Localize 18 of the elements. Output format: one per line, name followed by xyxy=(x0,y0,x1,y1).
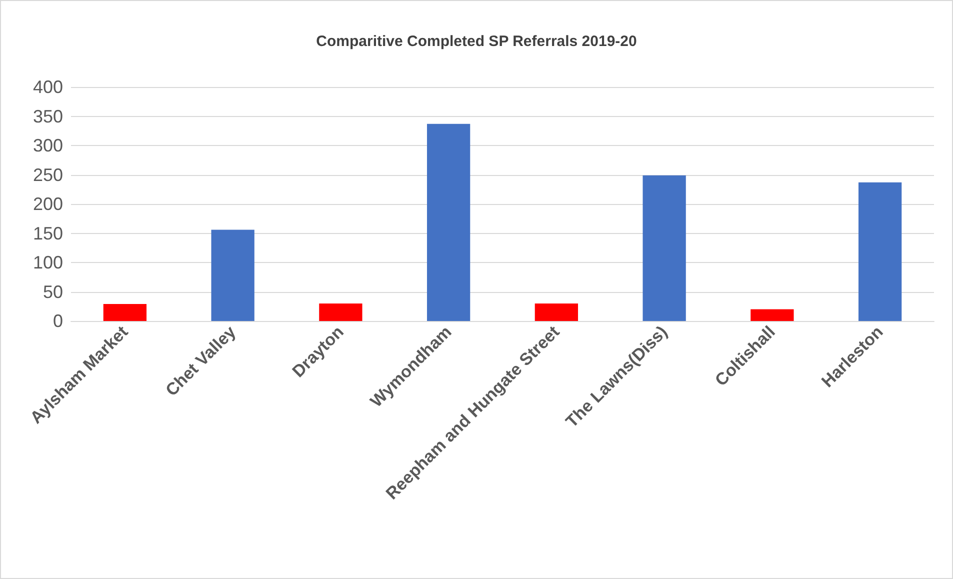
y-tick-label: 350 xyxy=(32,106,63,126)
bar xyxy=(319,303,362,321)
bar xyxy=(534,303,578,321)
bar xyxy=(642,175,686,321)
y-tick-label: 400 xyxy=(32,77,63,97)
bar xyxy=(750,309,794,321)
bar xyxy=(211,230,254,321)
y-tick-label: 100 xyxy=(32,252,63,272)
bar xyxy=(426,124,470,321)
bar xyxy=(858,182,902,321)
y-tick-label: 250 xyxy=(32,164,63,185)
chart-title: Comparitive Completed SP Referrals 2019-20 xyxy=(316,33,637,50)
bar xyxy=(103,304,147,321)
y-tick-label: 150 xyxy=(32,223,63,244)
y-tick-label: 200 xyxy=(32,194,63,214)
y-tick-label: 300 xyxy=(32,136,63,156)
y-tick-label: 0 xyxy=(52,311,63,331)
y-tick-label: 50 xyxy=(42,282,63,302)
